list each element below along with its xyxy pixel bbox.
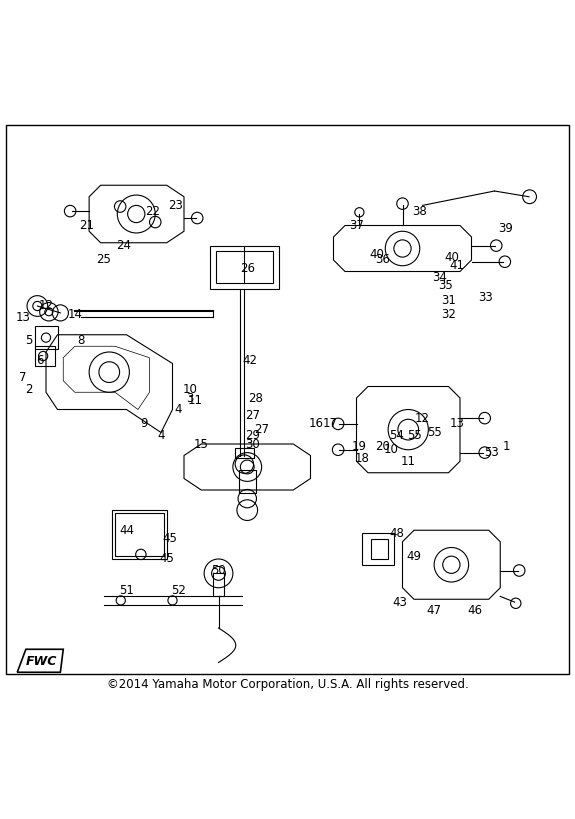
Text: 4: 4: [174, 403, 182, 416]
Text: 38: 38: [412, 205, 427, 218]
Text: 13: 13: [450, 418, 465, 430]
Text: 53: 53: [484, 446, 499, 459]
Text: 34: 34: [432, 271, 447, 283]
Text: 3: 3: [186, 391, 193, 405]
Text: 46: 46: [467, 604, 482, 618]
Text: 14: 14: [67, 308, 82, 321]
Text: 54: 54: [389, 429, 404, 442]
Text: 40: 40: [444, 251, 459, 264]
Text: 16: 16: [309, 418, 324, 430]
Text: 12: 12: [415, 412, 430, 424]
Text: 2: 2: [25, 382, 33, 396]
Text: 20: 20: [375, 441, 390, 454]
Text: 48: 48: [389, 527, 404, 540]
Bar: [216, 251, 273, 283]
Text: 12: 12: [39, 300, 53, 313]
Text: ©2014 Yamaha Motor Corporation, U.S.A. All rights reserved.: ©2014 Yamaha Motor Corporation, U.S.A. A…: [106, 678, 469, 691]
Text: 13: 13: [16, 311, 30, 324]
Text: 17: 17: [323, 418, 338, 430]
Text: 18: 18: [355, 452, 370, 465]
Text: 30: 30: [246, 437, 260, 450]
Bar: [210, 246, 279, 289]
Text: 27: 27: [254, 423, 269, 437]
Text: 45: 45: [162, 532, 177, 545]
Text: 4: 4: [157, 429, 165, 442]
Bar: [362, 533, 394, 565]
Text: 8: 8: [77, 334, 84, 347]
Text: 31: 31: [441, 294, 456, 307]
Bar: [112, 510, 167, 559]
Text: 47: 47: [427, 604, 442, 618]
Text: 10: 10: [182, 382, 197, 396]
Text: 15: 15: [194, 437, 209, 450]
Text: 28: 28: [248, 391, 263, 405]
Bar: [235, 448, 254, 459]
Text: 23: 23: [168, 199, 183, 212]
Text: 49: 49: [407, 550, 421, 563]
Text: 11: 11: [401, 455, 416, 468]
Text: 37: 37: [349, 219, 364, 232]
Text: 43: 43: [392, 595, 407, 609]
Text: FWC: FWC: [26, 655, 57, 667]
Text: 45: 45: [159, 553, 174, 565]
Text: 36: 36: [375, 254, 390, 266]
Text: 11: 11: [188, 395, 203, 407]
Text: 33: 33: [478, 291, 493, 304]
Text: 10: 10: [384, 443, 398, 456]
Text: 22: 22: [145, 205, 160, 218]
Bar: [115, 513, 164, 556]
Text: 42: 42: [243, 354, 258, 367]
Text: 27: 27: [246, 409, 260, 422]
Text: 19: 19: [352, 441, 367, 454]
Text: 41: 41: [450, 260, 465, 272]
Bar: [239, 470, 256, 493]
Text: 6: 6: [36, 354, 44, 367]
Text: 21: 21: [79, 219, 94, 232]
Text: 39: 39: [499, 222, 513, 235]
Text: 52: 52: [171, 584, 186, 597]
Text: 25: 25: [96, 254, 111, 266]
Text: 35: 35: [438, 279, 453, 292]
Text: 40: 40: [369, 248, 384, 260]
Text: 26: 26: [240, 262, 255, 275]
Text: 44: 44: [119, 523, 134, 536]
Text: 50: 50: [211, 564, 226, 577]
Text: 51: 51: [119, 584, 134, 597]
Text: 29: 29: [246, 429, 260, 442]
Bar: [34, 346, 55, 366]
Text: 1: 1: [502, 441, 510, 454]
Bar: [34, 326, 58, 349]
Text: 55: 55: [427, 426, 442, 439]
Bar: [371, 539, 388, 559]
Text: 32: 32: [441, 308, 456, 321]
Bar: [213, 573, 224, 596]
Text: 9: 9: [140, 418, 148, 430]
Text: 55: 55: [407, 429, 421, 442]
Text: 5: 5: [25, 334, 32, 347]
Text: 24: 24: [116, 239, 131, 252]
Text: 7: 7: [19, 371, 27, 384]
